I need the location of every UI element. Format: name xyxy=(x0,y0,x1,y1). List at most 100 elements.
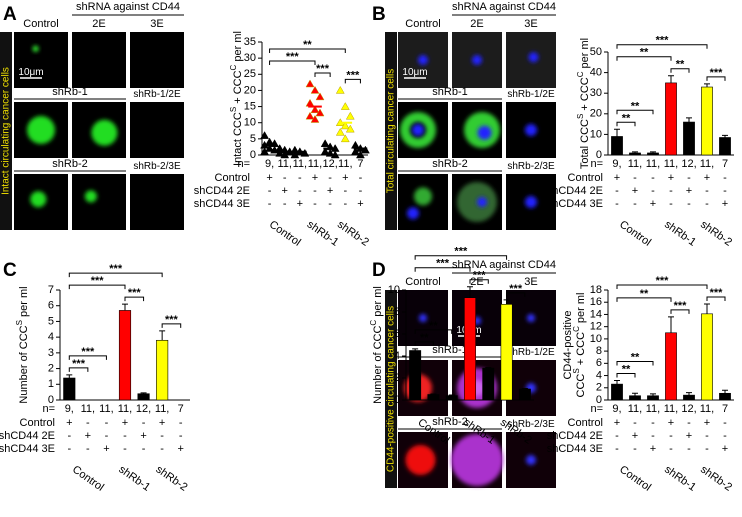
y-tick-label: 7 xyxy=(48,284,54,296)
condition-mark: - xyxy=(343,198,347,210)
point xyxy=(345,111,355,120)
condition-mark: + xyxy=(722,198,728,210)
panel-letter: D xyxy=(372,260,386,281)
significance: ** xyxy=(429,320,438,332)
row-label: shRb-2/3E xyxy=(133,161,181,172)
condition-label: shCD44 2E xyxy=(547,430,603,442)
significance: *** xyxy=(316,63,330,75)
cell-stain xyxy=(407,207,419,220)
y-tick-label: 1 xyxy=(48,378,54,390)
condition-mark: - xyxy=(705,430,709,442)
bracket xyxy=(269,48,346,53)
y-tick-label: 16 xyxy=(590,296,602,308)
y-axis-title-part: C xyxy=(576,71,585,77)
n-value: 11, xyxy=(646,158,660,170)
bracket xyxy=(124,296,145,302)
condition-label: shCD44 2E xyxy=(547,185,603,197)
cell-stain xyxy=(451,434,503,486)
y-tick-label: 6 xyxy=(394,328,400,340)
cell-stain xyxy=(526,455,536,465)
cell-stain xyxy=(525,196,537,208)
condition-label: Control xyxy=(568,172,603,184)
significance: ** xyxy=(631,100,640,112)
n-value: 11, xyxy=(155,403,169,415)
cell-stain xyxy=(525,124,537,136)
bracket xyxy=(314,72,331,77)
y-tick-label: 8 xyxy=(596,345,602,357)
point xyxy=(265,144,275,152)
bar xyxy=(611,136,623,156)
condition-mark: - xyxy=(615,198,619,210)
error-bar xyxy=(686,392,692,396)
condition-mark: + xyxy=(140,430,146,442)
row-label: shRb-2 xyxy=(432,416,467,428)
condition-mark: - xyxy=(687,198,691,210)
point xyxy=(290,150,300,159)
scale-bar-label: 10μm xyxy=(18,67,43,78)
point xyxy=(305,111,315,120)
condition-mark: + xyxy=(668,417,674,429)
significance: ** xyxy=(640,288,649,300)
bracket xyxy=(414,255,508,260)
condition-mark: + xyxy=(327,185,333,197)
significance: *** xyxy=(165,314,179,326)
n-value: 12, xyxy=(681,158,696,170)
condition-mark: - xyxy=(179,430,183,442)
condition-mark: - xyxy=(328,198,332,210)
error-bar xyxy=(668,75,674,83)
group-label: Control xyxy=(617,219,653,249)
bar xyxy=(445,395,458,401)
condition-label: shCD44 3E xyxy=(547,198,603,210)
error-bar xyxy=(632,392,638,396)
condition-mark: + xyxy=(122,417,128,429)
condition-mark: - xyxy=(723,417,727,429)
bracket xyxy=(161,323,182,328)
condition-mark: - xyxy=(160,443,164,455)
significance: ** xyxy=(303,39,312,51)
cell-stain xyxy=(419,314,427,322)
error-bar xyxy=(448,394,455,396)
n-value: 7 xyxy=(357,158,363,170)
condition-label: shCD44 3E xyxy=(0,443,55,455)
point xyxy=(310,85,320,94)
header: shRNA against CD44 xyxy=(452,1,556,13)
condition-mark: - xyxy=(651,185,655,197)
error-bar xyxy=(686,117,692,123)
y-tick-label: 35 xyxy=(244,36,256,48)
condition-mark: - xyxy=(160,430,164,442)
group-label: shRb-2 xyxy=(698,219,734,249)
n-value: 11, xyxy=(277,158,291,170)
bracket xyxy=(616,284,708,290)
panel-letter: B xyxy=(372,4,386,25)
significance: *** xyxy=(656,35,670,47)
condition-mark: - xyxy=(687,417,691,429)
condition-mark: - xyxy=(705,198,709,210)
y-tick-label: 5 xyxy=(250,133,256,145)
error-bar xyxy=(704,83,710,88)
n-value: 9, xyxy=(265,158,274,170)
n-value: 11, xyxy=(628,158,642,170)
cell-stain xyxy=(30,191,47,208)
row-label: shRb-1/2E xyxy=(133,89,181,100)
error-bar xyxy=(159,330,166,341)
error-bar xyxy=(668,316,674,333)
condition-mark: - xyxy=(705,185,709,197)
condition-label: Control xyxy=(20,417,55,429)
group-label: shRb-1 xyxy=(305,219,341,249)
y-tick-label: 6 xyxy=(48,300,54,312)
error-bar xyxy=(632,151,638,153)
cell-stain xyxy=(477,125,492,140)
y-tick-label: 14 xyxy=(590,308,602,320)
column-label: Control xyxy=(23,18,58,30)
bar xyxy=(464,297,476,401)
group-label: shRb-1 xyxy=(662,219,698,249)
condition-mark: + xyxy=(177,443,183,455)
bracket xyxy=(616,297,672,302)
y-axis-title-part: Intact CCC xyxy=(232,112,244,166)
side-label-bg xyxy=(385,290,397,488)
condition-mark: + xyxy=(342,172,348,184)
n-value: 7 xyxy=(722,403,728,415)
n-label: n= xyxy=(590,403,603,415)
scale-bar-label: 10μm xyxy=(402,67,427,78)
